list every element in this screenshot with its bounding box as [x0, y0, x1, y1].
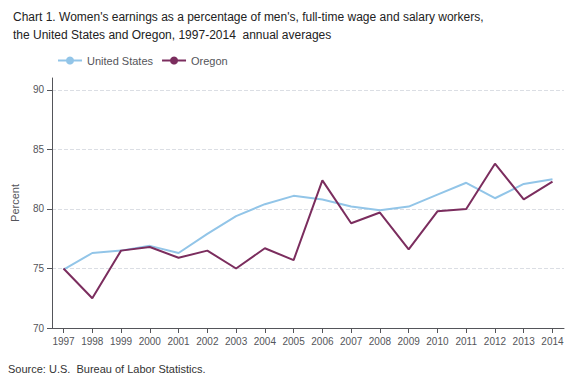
- svg-text:2000: 2000: [139, 336, 162, 347]
- svg-text:the United States and Oregon,: the United States and Oregon, 1997-2014 …: [13, 28, 331, 42]
- svg-text:United States: United States: [87, 55, 154, 67]
- svg-text:Source: U.S. Bureau of Labor: Source: U.S. Bureau of Labor Statistics.: [8, 363, 205, 375]
- svg-text:2007: 2007: [340, 336, 363, 347]
- svg-text:1999: 1999: [110, 336, 133, 347]
- svg-text:2004: 2004: [254, 336, 277, 347]
- svg-text:Chart 1. Women's earnings as a: Chart 1. Women's earnings as a percentag…: [13, 10, 484, 24]
- svg-text:2011: 2011: [455, 336, 477, 347]
- svg-text:2002: 2002: [196, 336, 219, 347]
- svg-text:2010: 2010: [426, 336, 449, 347]
- svg-text:2001: 2001: [167, 336, 190, 347]
- svg-text:2014: 2014: [541, 336, 564, 347]
- svg-text:2012: 2012: [484, 336, 507, 347]
- svg-text:2008: 2008: [369, 336, 392, 347]
- svg-text:2009: 2009: [398, 336, 421, 347]
- svg-text:2013: 2013: [513, 336, 536, 347]
- svg-text:1998: 1998: [81, 336, 104, 347]
- svg-text:2005: 2005: [282, 336, 305, 347]
- svg-text:Percent: Percent: [9, 184, 21, 222]
- svg-text:70: 70: [33, 323, 45, 334]
- svg-text:2006: 2006: [311, 336, 334, 347]
- svg-text:2003: 2003: [225, 336, 248, 347]
- svg-text:75: 75: [33, 263, 45, 274]
- svg-text:1997: 1997: [52, 336, 75, 347]
- svg-text:90: 90: [33, 84, 45, 95]
- svg-text:Oregon: Oregon: [191, 55, 228, 67]
- svg-text:80: 80: [33, 203, 45, 214]
- svg-text:85: 85: [33, 144, 45, 155]
